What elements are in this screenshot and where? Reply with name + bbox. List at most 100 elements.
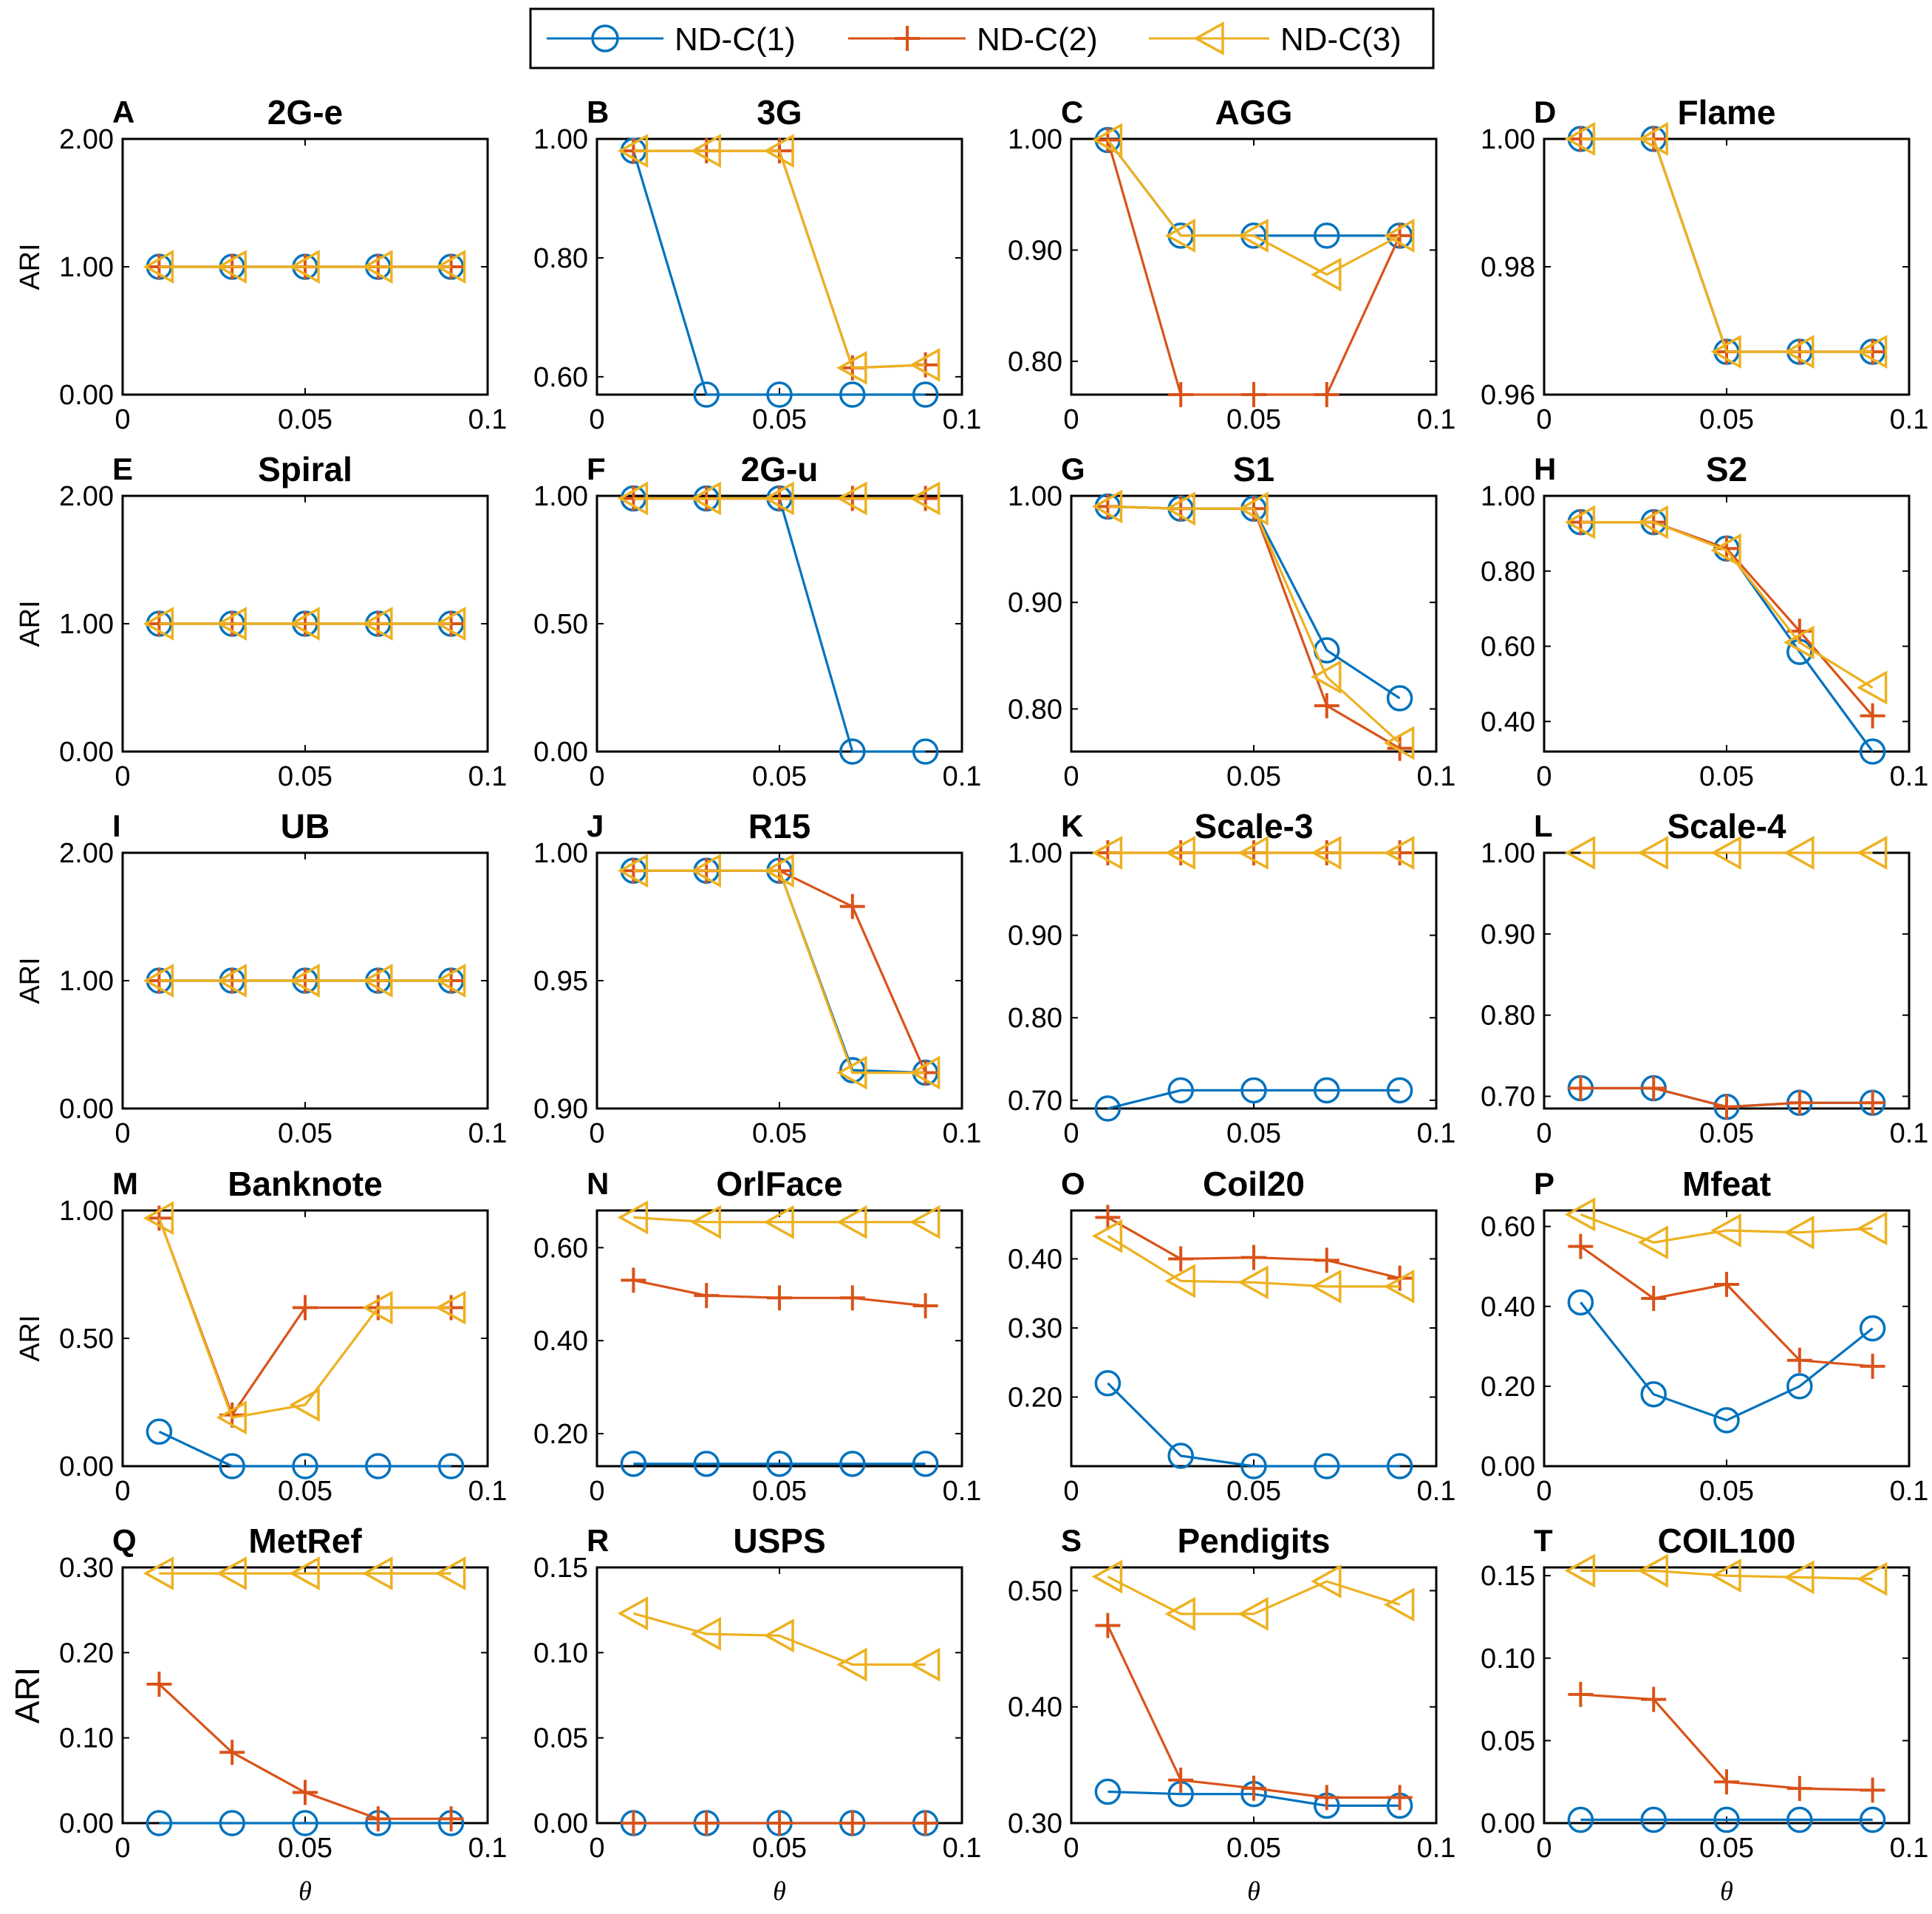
data-point-plus bbox=[1641, 1285, 1667, 1311]
axes-box bbox=[595, 1209, 963, 1468]
panel-letter: C bbox=[1061, 95, 1083, 129]
axes-box bbox=[595, 851, 963, 1110]
x-tick-label: 0 bbox=[1536, 1118, 1552, 1149]
axes-box bbox=[121, 1209, 489, 1468]
data-point-circle bbox=[912, 381, 939, 408]
panel-r15: J R15 0 0.05 0.1 0.90 0.95 1.00 bbox=[533, 807, 981, 1149]
data-point-triangle bbox=[1311, 257, 1342, 292]
legend-entry-nd-c1: ND-C(1) bbox=[547, 21, 796, 58]
data-point-circle bbox=[1567, 1289, 1594, 1316]
series-nd-c-3 bbox=[1564, 505, 1888, 705]
y-tick-label: 0.60 bbox=[533, 1233, 588, 1264]
legend-box bbox=[529, 7, 1435, 69]
x-tick-label: 0.1 bbox=[1417, 761, 1456, 792]
data-point-circle bbox=[839, 1057, 866, 1083]
panel-title: 3G bbox=[757, 93, 802, 132]
data-point-triangle bbox=[1856, 836, 1888, 870]
legend-entry-nd-c2: ND-C(2) bbox=[848, 21, 1098, 58]
x-tick-label: 0 bbox=[1536, 1476, 1552, 1507]
series-nd-c-2 bbox=[1095, 1612, 1413, 1811]
data-point-triangle bbox=[1238, 218, 1269, 253]
series-nd-c-3 bbox=[143, 607, 466, 641]
y-tick-label: 1.00 bbox=[59, 966, 114, 997]
x-tick-label: 0 bbox=[589, 404, 604, 435]
data-point-triangle bbox=[1637, 122, 1668, 156]
data-point-triangle bbox=[1238, 1596, 1269, 1631]
series-line bbox=[633, 1216, 926, 1224]
data-point-circle bbox=[1314, 1453, 1340, 1479]
data-point-circle bbox=[766, 1451, 793, 1477]
y-tick-label: 0.00 bbox=[1481, 1808, 1535, 1839]
series-line bbox=[157, 1217, 451, 1420]
data-point-plus bbox=[694, 1811, 720, 1836]
data-point-circle bbox=[620, 1451, 647, 1477]
panel-letter: R bbox=[587, 1523, 609, 1558]
data-point-plus bbox=[1168, 1767, 1194, 1793]
y-tick-label: 0.80 bbox=[1008, 1003, 1062, 1034]
x-tick-label: 0.05 bbox=[278, 1476, 332, 1507]
data-point-triangle bbox=[434, 1290, 466, 1325]
y-tick-label: 0.80 bbox=[1481, 1001, 1535, 1032]
series-line bbox=[1107, 139, 1401, 276]
data-point-triangle bbox=[1856, 335, 1888, 369]
y-tick-label: 0.10 bbox=[59, 1723, 114, 1754]
y-tick-label: 0.20 bbox=[1008, 1382, 1062, 1413]
data-point-triangle bbox=[763, 134, 794, 168]
data-point-triangle bbox=[1637, 1553, 1668, 1588]
x-tick-label: 0.05 bbox=[1226, 1118, 1281, 1149]
x-tick-label: 0.1 bbox=[1890, 404, 1929, 435]
x-tick-label: 0.05 bbox=[1699, 404, 1754, 435]
x-tick-label: 0 bbox=[1063, 404, 1079, 435]
data-point-plus bbox=[1314, 382, 1339, 407]
x-tick-label: 0.1 bbox=[468, 1118, 508, 1149]
data-point-triangle bbox=[763, 854, 794, 888]
data-point-triangle bbox=[434, 1556, 466, 1591]
data-point-triangle bbox=[1564, 122, 1596, 156]
data-point-triangle bbox=[1164, 836, 1195, 870]
x-tick-label: 0.1 bbox=[468, 1833, 508, 1864]
y-tick-label: 1.00 bbox=[59, 252, 114, 283]
legend: ND-C(1) ND-C(2) ND-C(3) bbox=[529, 7, 1435, 69]
y-tick-label: 1.00 bbox=[59, 1196, 114, 1227]
data-point-plus bbox=[1241, 1244, 1266, 1270]
data-point-triangle bbox=[763, 481, 794, 516]
data-point-triangle bbox=[1091, 489, 1123, 524]
y-tick-label: 1.00 bbox=[533, 124, 588, 155]
series-line bbox=[633, 149, 926, 369]
axes-box bbox=[1070, 494, 1438, 753]
data-point-triangle bbox=[434, 607, 466, 641]
x-tick-label: 0 bbox=[1536, 761, 1552, 792]
data-point-circle bbox=[1094, 1370, 1122, 1397]
x-tick-label: 0.1 bbox=[1417, 1833, 1456, 1864]
panel-pendigits: S Pendigits 0 0.05 0.1 0.30 0.40 0.50 θ bbox=[1008, 1522, 1455, 1906]
y-tick-label: 0.40 bbox=[1008, 1692, 1062, 1723]
series-nd-c-1 bbox=[620, 1451, 939, 1477]
x-tick-label: 0 bbox=[1536, 1833, 1552, 1864]
y-tick-label: 0.00 bbox=[59, 737, 114, 768]
data-point-triangle bbox=[836, 481, 867, 516]
data-point-circle bbox=[912, 1451, 939, 1477]
series-nd-c-2 bbox=[1568, 1075, 1885, 1120]
data-point-circle bbox=[146, 1418, 173, 1445]
data-point-triangle bbox=[216, 250, 247, 284]
x-tick-label: 0.05 bbox=[1226, 1833, 1281, 1864]
y-tick-label: 0.98 bbox=[1481, 252, 1535, 283]
data-point-triangle bbox=[1383, 726, 1415, 760]
y-tick-label: 0.15 bbox=[1481, 1561, 1535, 1592]
data-point-triangle bbox=[690, 481, 721, 516]
panel-letter: D bbox=[1534, 95, 1556, 129]
axes-box bbox=[1543, 494, 1911, 753]
y-tick-label: 0.50 bbox=[59, 1324, 114, 1355]
data-point-plus bbox=[1860, 1777, 1885, 1803]
panel-letter: G bbox=[1061, 452, 1085, 486]
y-tick-label: 0.90 bbox=[1008, 921, 1062, 952]
axes-box bbox=[1070, 851, 1438, 1110]
data-point-triangle bbox=[1637, 836, 1668, 870]
data-point-triangle bbox=[909, 347, 941, 382]
series-line bbox=[1107, 1576, 1401, 1615]
data-point-triangle bbox=[1383, 1269, 1415, 1304]
panel-letter: M bbox=[112, 1166, 138, 1201]
data-point-circle bbox=[437, 1453, 465, 1479]
x-tick-label: 0.05 bbox=[1699, 1476, 1754, 1507]
data-point-triangle bbox=[1710, 836, 1741, 870]
